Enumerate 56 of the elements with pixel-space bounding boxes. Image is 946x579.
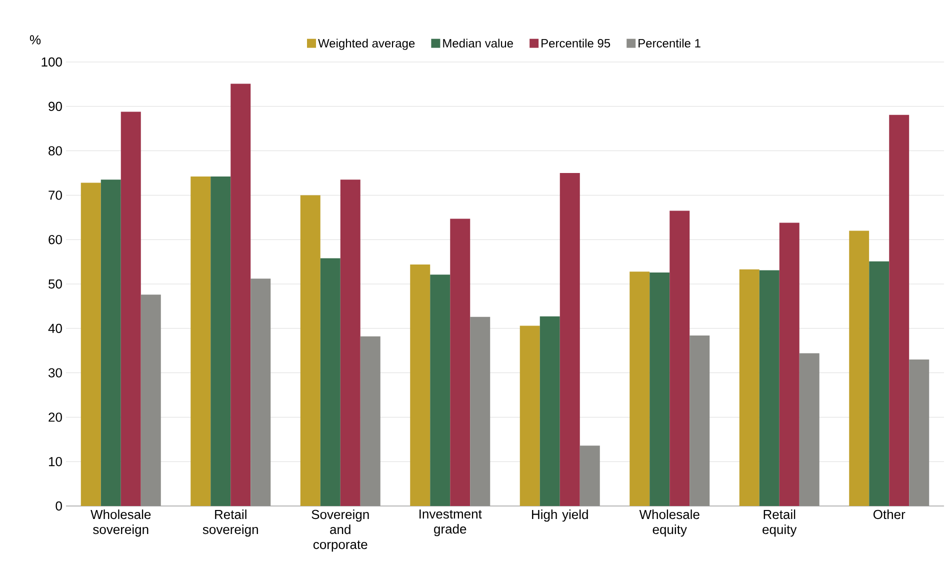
bar	[80, 182, 101, 506]
bar	[320, 258, 340, 506]
legend-label: Percentile 95	[542, 38, 610, 48]
y-tick-label: 40	[48, 324, 62, 333]
bar	[869, 261, 890, 506]
bar	[410, 264, 430, 506]
bar	[450, 218, 470, 506]
bar	[470, 316, 490, 506]
y-tick-label: 10	[48, 456, 62, 466]
bar	[849, 230, 870, 506]
x-tick-label: High yield	[532, 510, 588, 522]
y-tick-label: 20	[48, 412, 62, 422]
bar	[739, 269, 760, 506]
bar	[140, 294, 161, 506]
bar	[230, 84, 251, 506]
legend-label: Median value	[443, 38, 513, 48]
y-tick-label: 0	[56, 501, 62, 511]
bar	[120, 112, 141, 506]
y-tick-label: 80	[48, 146, 62, 156]
y-tick-label: 90	[48, 102, 62, 111]
x-tick-label: Sovereign and corporate	[312, 510, 369, 552]
bar	[670, 210, 690, 506]
bar	[100, 180, 121, 506]
x-tick-label: Retail sovereign	[202, 510, 258, 537]
bar	[779, 222, 800, 506]
y-axis-title: %	[30, 35, 41, 44]
bar	[630, 272, 650, 506]
bar	[520, 326, 540, 506]
bar	[190, 176, 211, 506]
x-tick-label: Investment grade	[420, 510, 482, 536]
bar	[300, 195, 320, 506]
y-tick-label: 100	[42, 57, 62, 67]
y-tick-label: 50	[48, 279, 62, 289]
y-tick-label: 30	[48, 368, 62, 378]
bar	[580, 446, 600, 506]
legend-label: Weighted average	[318, 38, 415, 50]
bar	[340, 180, 360, 506]
bar	[560, 172, 580, 506]
bar	[909, 359, 930, 506]
bar	[650, 272, 670, 506]
bar	[759, 270, 780, 506]
y-tick-label: 70	[48, 190, 62, 200]
bar	[889, 114, 910, 506]
bar	[250, 278, 271, 506]
x-tick-label: Retail equity	[762, 510, 797, 537]
bar	[690, 336, 710, 506]
x-tick-label: Wholesale equity	[639, 510, 700, 537]
bar	[360, 336, 380, 506]
x-tick-label: Wholesale sovereign	[90, 510, 151, 537]
y-tick-label: 60	[48, 234, 62, 244]
bar	[799, 353, 820, 506]
bar	[210, 176, 231, 506]
x-tick-label: Other	[873, 510, 906, 520]
bar	[540, 316, 560, 506]
legend-label: Percentile 1	[638, 38, 700, 48]
bar	[430, 274, 450, 506]
